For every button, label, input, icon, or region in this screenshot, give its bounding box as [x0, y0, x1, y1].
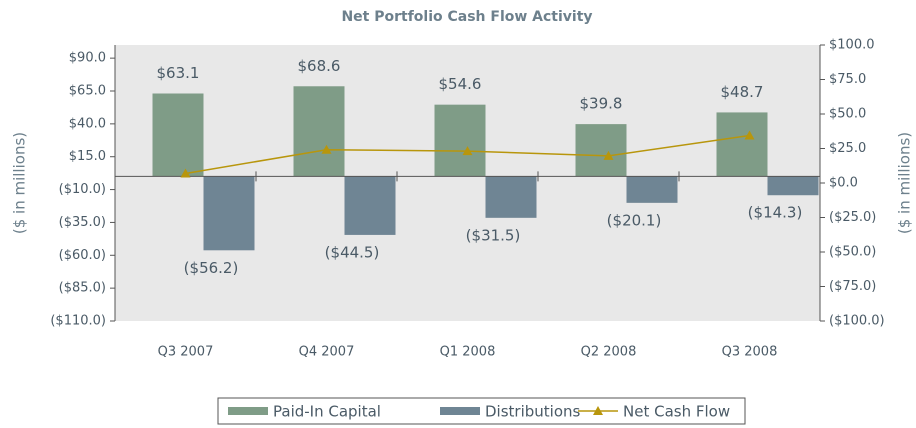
- legend-box: [217, 397, 746, 425]
- y2-tick-label: $50.0: [829, 107, 866, 122]
- x-tick-label: Q3 2007: [158, 345, 214, 360]
- y2-tick-label: ($75.0): [829, 279, 876, 294]
- y-tick-label: $65.0: [69, 84, 106, 99]
- x-tick-label: Q2 2008: [581, 345, 637, 360]
- data-label: ($56.2): [184, 259, 239, 277]
- y-tick-label: $15.0: [69, 149, 106, 164]
- y2-tick-label: ($100.0): [829, 314, 885, 329]
- data-label: ($44.5): [325, 243, 380, 261]
- y-tick-label: ($10.0): [59, 182, 106, 197]
- bar: [767, 176, 819, 196]
- y2-tick-label: $100.0: [829, 38, 875, 53]
- y-tick-label: ($60.0): [59, 248, 106, 263]
- bar: [344, 176, 396, 235]
- bar: [434, 104, 486, 177]
- y2-tick-label: $75.0: [829, 72, 866, 87]
- x-tick-label: Q4 2007: [299, 345, 355, 360]
- y2-tick-label: $0.0: [829, 176, 858, 191]
- data-label: ($31.5): [466, 226, 521, 244]
- data-label: ($14.3): [748, 204, 803, 222]
- y-tick-label: ($35.0): [59, 215, 106, 230]
- legend-label: Paid-In Capital: [273, 403, 381, 421]
- bar: [626, 176, 678, 203]
- bar: [203, 176, 255, 251]
- legend-label: Net Cash Flow: [623, 403, 730, 421]
- line-marker: [180, 168, 191, 178]
- bar: [716, 112, 768, 177]
- x-tick-label: Q3 2008: [722, 345, 778, 360]
- data-label: ($20.1): [607, 211, 662, 229]
- y-tick-label: ($85.0): [59, 281, 106, 296]
- line-marker: [321, 144, 332, 154]
- chart-title: Net Portfolio Cash Flow Activity: [341, 9, 592, 25]
- x-tick-label: Q1 2008: [440, 345, 496, 360]
- line-marker: [603, 150, 614, 160]
- y2-axis-title: ($ in millions): [896, 132, 914, 234]
- data-label: $54.6: [439, 75, 482, 93]
- data-label: $68.6: [298, 57, 341, 75]
- y-tick-label: ($110.0): [50, 314, 106, 329]
- y-axis-title: ($ in millions): [11, 132, 29, 234]
- line-marker: [462, 146, 473, 156]
- bar: [152, 93, 204, 177]
- line-marker: [744, 130, 755, 140]
- data-label: $63.1: [157, 64, 200, 82]
- y2-tick-label: $25.0: [829, 141, 866, 156]
- bar: [575, 124, 627, 177]
- legend-label: Distributions: [485, 403, 581, 421]
- y2-tick-label: ($25.0): [829, 210, 876, 225]
- data-label: $39.8: [580, 95, 623, 113]
- y-tick-label: $90.0: [69, 51, 106, 66]
- legend-swatch: [228, 407, 268, 415]
- legend-swatch: [440, 407, 480, 415]
- data-label: $48.7: [721, 83, 764, 101]
- bar: [485, 176, 537, 218]
- legend-swatch-marker: [593, 406, 603, 415]
- bar: [293, 86, 345, 177]
- y2-tick-label: ($50.0): [829, 245, 876, 260]
- y-tick-label: $40.0: [69, 116, 106, 131]
